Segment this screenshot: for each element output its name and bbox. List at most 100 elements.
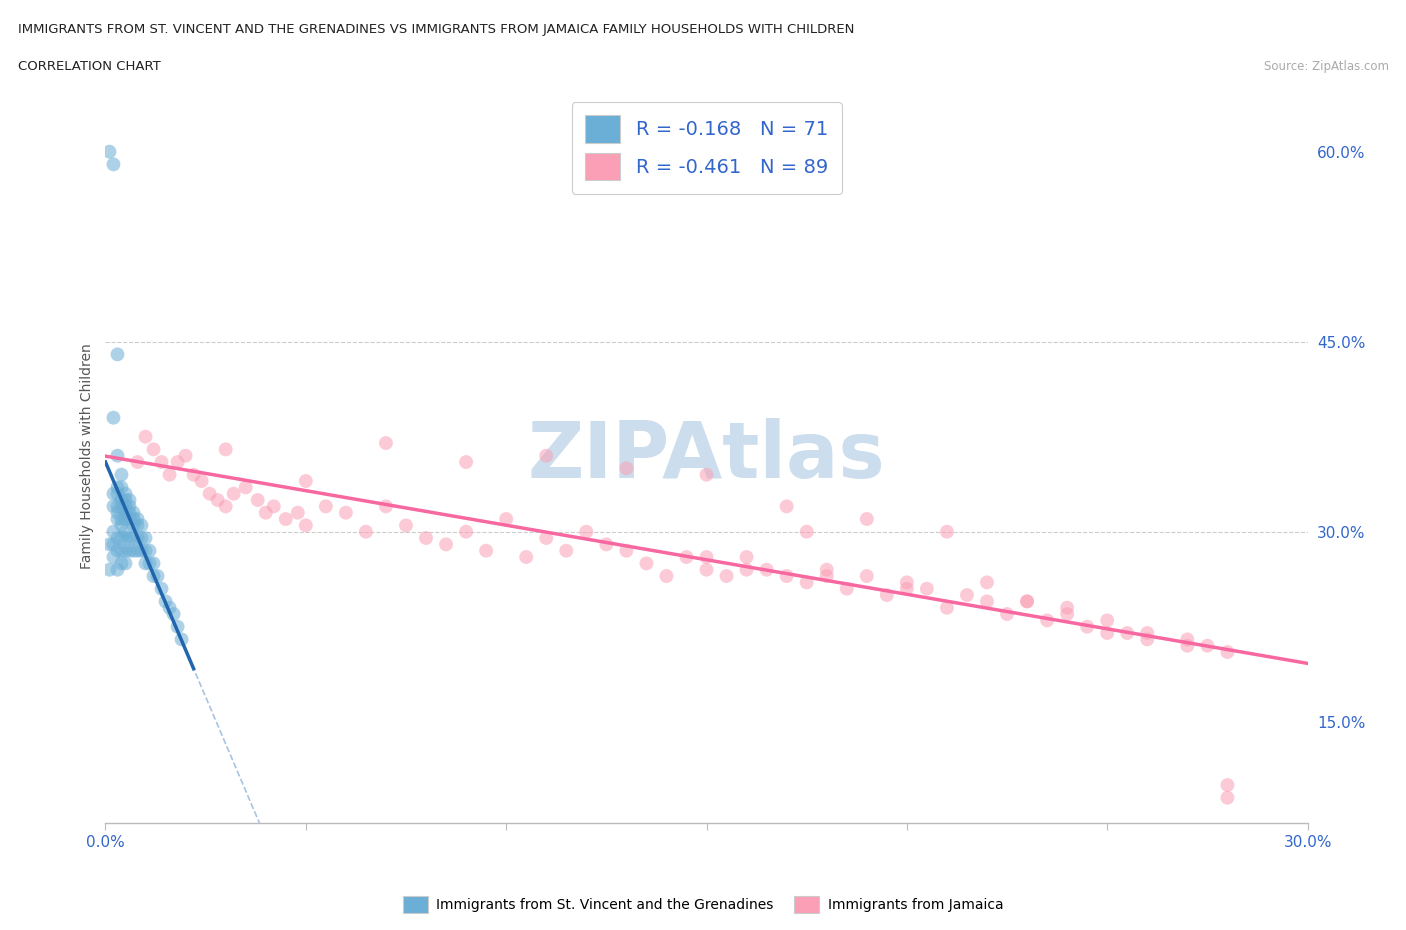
Point bbox=[142, 568, 165, 583]
Point bbox=[796, 575, 818, 590]
Point bbox=[103, 410, 125, 425]
Point bbox=[454, 525, 477, 539]
Point bbox=[207, 493, 229, 508]
Point bbox=[110, 518, 132, 533]
Point bbox=[475, 543, 498, 558]
Point bbox=[395, 518, 418, 533]
Point bbox=[595, 537, 617, 551]
Point bbox=[1136, 626, 1159, 641]
Point bbox=[98, 144, 121, 159]
Point bbox=[138, 556, 160, 571]
Point bbox=[1216, 790, 1239, 805]
Y-axis label: Family Households with Children: Family Households with Children bbox=[80, 343, 94, 568]
Point bbox=[534, 531, 557, 546]
Point bbox=[1056, 600, 1078, 615]
Point bbox=[183, 467, 205, 482]
Point bbox=[131, 518, 153, 533]
Point bbox=[354, 525, 377, 539]
Point bbox=[127, 543, 149, 558]
Point bbox=[1216, 777, 1239, 792]
Point bbox=[122, 518, 145, 533]
Point bbox=[142, 556, 165, 571]
Point bbox=[1136, 632, 1159, 647]
Point bbox=[131, 531, 153, 546]
Text: CORRELATION CHART: CORRELATION CHART bbox=[18, 60, 162, 73]
Point bbox=[295, 518, 318, 533]
Point bbox=[122, 531, 145, 546]
Point bbox=[855, 512, 877, 526]
Point bbox=[107, 498, 129, 513]
Point bbox=[107, 531, 129, 546]
Point bbox=[150, 581, 173, 596]
Point bbox=[696, 467, 718, 482]
Point bbox=[110, 556, 132, 571]
Point bbox=[995, 606, 1018, 621]
Point bbox=[118, 498, 141, 513]
Point bbox=[515, 550, 537, 565]
Point bbox=[150, 455, 173, 470]
Point bbox=[315, 498, 337, 513]
Point bbox=[1056, 606, 1078, 621]
Point bbox=[122, 505, 145, 520]
Point bbox=[135, 556, 157, 571]
Point bbox=[118, 512, 141, 526]
Point bbox=[815, 563, 838, 578]
Point bbox=[107, 563, 129, 578]
Point bbox=[114, 531, 136, 546]
Point bbox=[135, 531, 157, 546]
Point bbox=[636, 556, 658, 571]
Point bbox=[555, 543, 578, 558]
Point bbox=[295, 473, 318, 488]
Point bbox=[110, 498, 132, 513]
Point bbox=[214, 498, 236, 513]
Point bbox=[98, 563, 121, 578]
Point bbox=[122, 543, 145, 558]
Point bbox=[434, 537, 457, 551]
Point bbox=[1076, 619, 1098, 634]
Point bbox=[815, 568, 838, 583]
Point bbox=[274, 512, 297, 526]
Point bbox=[696, 563, 718, 578]
Text: IMMIGRANTS FROM ST. VINCENT AND THE GRENADINES VS IMMIGRANTS FROM JAMAICA FAMILY: IMMIGRANTS FROM ST. VINCENT AND THE GREN… bbox=[18, 23, 855, 36]
Point bbox=[107, 347, 129, 362]
Point bbox=[675, 550, 697, 565]
Point bbox=[142, 442, 165, 457]
Point bbox=[1036, 613, 1059, 628]
Point bbox=[118, 531, 141, 546]
Point bbox=[122, 512, 145, 526]
Point bbox=[374, 435, 398, 450]
Point bbox=[896, 575, 918, 590]
Point bbox=[222, 486, 245, 501]
Point bbox=[1177, 638, 1199, 653]
Point bbox=[246, 493, 269, 508]
Point bbox=[103, 486, 125, 501]
Point bbox=[190, 473, 212, 488]
Point bbox=[1116, 626, 1139, 641]
Point bbox=[936, 525, 959, 539]
Point bbox=[735, 563, 758, 578]
Point bbox=[896, 581, 918, 596]
Point bbox=[162, 606, 184, 621]
Point bbox=[1216, 644, 1239, 659]
Point bbox=[976, 575, 998, 590]
Point bbox=[235, 480, 257, 495]
Point bbox=[155, 594, 177, 609]
Point bbox=[1197, 638, 1219, 653]
Point bbox=[110, 543, 132, 558]
Point bbox=[1017, 594, 1039, 609]
Point bbox=[166, 455, 188, 470]
Point bbox=[495, 512, 517, 526]
Point bbox=[103, 537, 125, 551]
Point bbox=[655, 568, 678, 583]
Point bbox=[776, 498, 799, 513]
Point bbox=[159, 600, 181, 615]
Point bbox=[575, 525, 598, 539]
Legend: R = -0.168   N = 71, R = -0.461   N = 89: R = -0.168 N = 71, R = -0.461 N = 89 bbox=[571, 101, 842, 193]
Point bbox=[114, 493, 136, 508]
Point bbox=[107, 505, 129, 520]
Point bbox=[114, 512, 136, 526]
Point bbox=[855, 568, 877, 583]
Point bbox=[1017, 594, 1039, 609]
Point bbox=[146, 568, 169, 583]
Point bbox=[107, 486, 129, 501]
